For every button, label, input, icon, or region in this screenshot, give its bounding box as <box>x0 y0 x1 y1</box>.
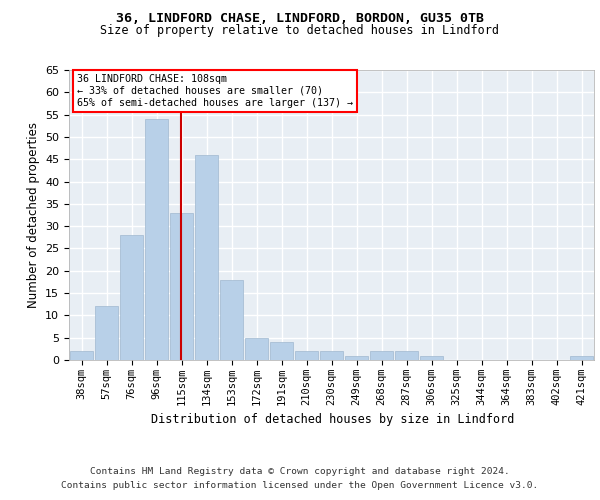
Text: Contains public sector information licensed under the Open Government Licence v3: Contains public sector information licen… <box>61 481 539 490</box>
Bar <box>295 351 319 360</box>
Bar <box>70 351 94 360</box>
Bar <box>320 351 343 360</box>
Bar <box>370 351 394 360</box>
Text: Size of property relative to detached houses in Lindford: Size of property relative to detached ho… <box>101 24 499 37</box>
Bar <box>194 155 218 360</box>
Y-axis label: Number of detached properties: Number of detached properties <box>26 122 40 308</box>
Bar <box>245 338 268 360</box>
Bar <box>220 280 244 360</box>
Bar <box>569 356 593 360</box>
Bar <box>419 356 443 360</box>
Bar <box>95 306 118 360</box>
Text: Contains HM Land Registry data © Crown copyright and database right 2024.: Contains HM Land Registry data © Crown c… <box>90 468 510 476</box>
Bar <box>344 356 368 360</box>
Bar <box>145 119 169 360</box>
Text: 36, LINDFORD CHASE, LINDFORD, BORDON, GU35 0TB: 36, LINDFORD CHASE, LINDFORD, BORDON, GU… <box>116 12 484 26</box>
Text: Distribution of detached houses by size in Lindford: Distribution of detached houses by size … <box>151 412 515 426</box>
Text: 36 LINDFORD CHASE: 108sqm
← 33% of detached houses are smaller (70)
65% of semi-: 36 LINDFORD CHASE: 108sqm ← 33% of detac… <box>77 74 353 108</box>
Bar <box>395 351 418 360</box>
Bar <box>170 213 193 360</box>
Bar <box>119 235 143 360</box>
Bar <box>269 342 293 360</box>
